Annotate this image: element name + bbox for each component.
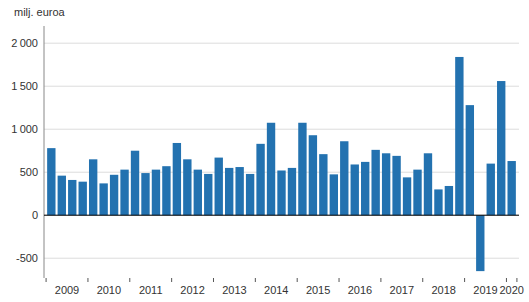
bar <box>455 57 463 215</box>
bar <box>194 170 202 216</box>
chart: -500 0 500 1 000 1 500 2 000 milj. euroa 2009 20… <box>0 0 529 302</box>
bar <box>309 135 317 215</box>
group-tick <box>297 278 298 282</box>
bar <box>79 182 87 216</box>
x-tick-label: 2017 <box>390 284 414 296</box>
bar <box>47 148 55 215</box>
y-axis-label: milj. euroa <box>14 6 66 18</box>
group-tick <box>171 278 172 282</box>
grid-line <box>44 215 519 216</box>
y-tick-label: -500 <box>16 252 38 264</box>
x-tick-label: 2016 <box>348 284 372 296</box>
bar <box>120 170 128 216</box>
bar <box>392 156 400 215</box>
x-tick-label: 2010 <box>97 284 121 296</box>
bar <box>58 176 66 216</box>
zero-line <box>44 215 519 216</box>
group-tick <box>129 278 130 282</box>
bars <box>47 57 516 271</box>
group-tick <box>380 278 381 282</box>
bar <box>445 186 453 215</box>
bar <box>256 144 264 215</box>
y-tick-label: 0 <box>32 209 38 221</box>
bar <box>507 161 515 215</box>
y-tick-label: 1 500 <box>11 80 38 92</box>
bar <box>424 153 432 215</box>
bar <box>497 81 505 215</box>
x-tick-label: 2013 <box>222 284 246 296</box>
group-tick <box>506 278 507 282</box>
x-tick-label: 2019 <box>473 284 497 296</box>
bar <box>173 143 181 215</box>
bar <box>476 215 484 271</box>
bar <box>413 170 421 216</box>
bar <box>215 158 223 216</box>
bar <box>204 174 212 215</box>
y-axis-line <box>44 26 45 278</box>
bar <box>89 159 97 215</box>
bar <box>361 162 369 215</box>
x-tick-label: 2018 <box>431 284 455 296</box>
group-tick <box>255 278 256 282</box>
bar <box>288 168 296 215</box>
group-tick <box>516 278 517 282</box>
bar <box>403 177 411 215</box>
bar <box>319 154 327 215</box>
bar <box>267 123 275 215</box>
bar <box>351 164 359 215</box>
bar <box>330 174 338 215</box>
x-tick-label: 2009 <box>55 284 79 296</box>
bar <box>225 168 233 215</box>
x-tick-label: 2014 <box>264 284 288 296</box>
grid-line <box>44 258 519 259</box>
bar <box>371 150 379 215</box>
x-tick-label: 2020 <box>499 284 523 296</box>
bar <box>141 173 149 215</box>
x-tick-label: 2015 <box>306 284 330 296</box>
group-tick <box>464 278 465 282</box>
group-tick <box>339 278 340 282</box>
x-tick-label: 2011 <box>139 284 163 296</box>
bar <box>131 151 139 216</box>
grid-line <box>44 129 519 130</box>
group-tick <box>46 278 47 282</box>
y-tick-label: 1 000 <box>11 123 38 135</box>
bar <box>183 159 191 215</box>
bar <box>235 167 243 215</box>
group-tick <box>87 278 88 282</box>
bar <box>298 123 306 215</box>
grid-line <box>44 43 519 44</box>
bar <box>152 170 160 216</box>
group-tick <box>422 278 423 282</box>
bar <box>466 105 474 215</box>
bar <box>68 180 76 215</box>
bar <box>434 189 442 215</box>
y-tick-label: 2 000 <box>11 37 38 49</box>
bar <box>246 174 254 215</box>
y-tick-label: 500 <box>20 166 38 178</box>
bar <box>487 164 495 216</box>
bar <box>382 153 390 215</box>
grid-line <box>44 86 519 87</box>
group-tick <box>213 278 214 282</box>
bar <box>277 170 285 215</box>
bar <box>340 141 348 215</box>
bar <box>162 166 170 215</box>
bar <box>99 183 107 215</box>
x-tick-label: 2012 <box>180 284 204 296</box>
bar <box>110 175 118 215</box>
